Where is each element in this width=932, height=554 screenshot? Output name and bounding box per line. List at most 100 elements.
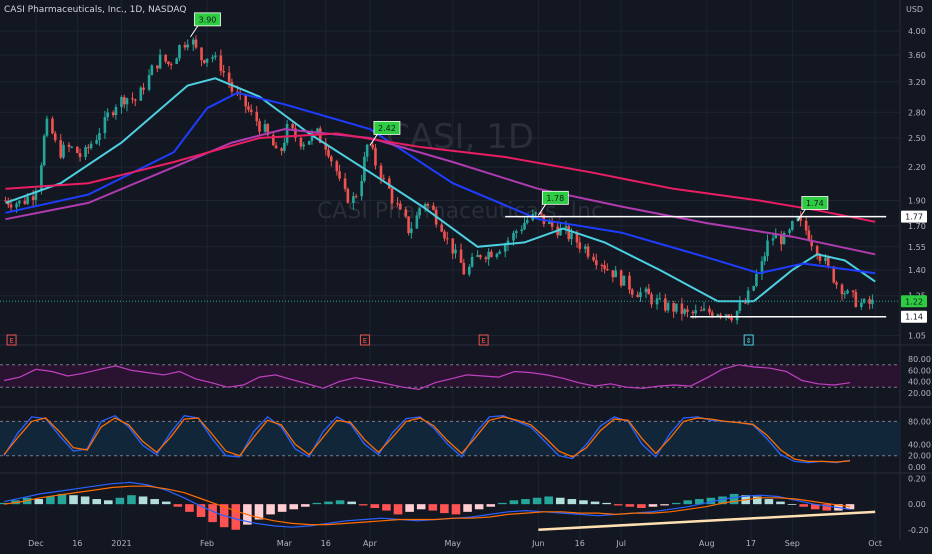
candle-body: [316, 128, 319, 133]
candle-body: [490, 251, 493, 257]
candle-body: [550, 221, 554, 227]
candle-body: [291, 123, 294, 129]
macd-histogram-bar: [301, 504, 310, 507]
macd-line: [3, 481, 851, 528]
callout-pointer: [190, 24, 199, 38]
candle-body: [686, 309, 689, 312]
candle-body: [178, 45, 181, 59]
macd-histogram-bar: [46, 496, 55, 505]
candle-body: [506, 240, 510, 245]
candle-body: [343, 178, 347, 189]
stoch-tick-label: 80.00: [908, 417, 931, 426]
macd-histogram-bar: [428, 504, 438, 511]
price-pane: 3.90 2.42 1.78 1.74 E E E ⇕: [0, 12, 900, 346]
candle-body: [699, 310, 703, 312]
y-tick-label: 2.20: [908, 163, 926, 172]
macd-histogram-bar: [69, 495, 78, 505]
event-marker: [478, 334, 489, 346]
candle-body: [766, 240, 769, 257]
candle-body: [826, 257, 830, 267]
event-marker: [6, 334, 17, 346]
candle-body: [495, 253, 499, 257]
price-tag: [901, 310, 927, 323]
x-tick-label: Sep: [785, 539, 800, 548]
rsi-tick-label: 60.00: [908, 366, 931, 375]
candle-body: [782, 232, 786, 245]
macd-histogram-bar: [544, 496, 553, 505]
candle-body: [51, 118, 54, 134]
macd-signal-line: [3, 485, 851, 526]
candle-body: [283, 142, 286, 151]
macd-histogram-bar: [822, 504, 832, 511]
macd-histogram-bar: [810, 504, 820, 510]
candle-body: [379, 165, 383, 179]
candle-body: [214, 55, 217, 58]
x-tick-label: 16: [72, 539, 82, 548]
candle-body: [628, 275, 631, 290]
macd-histogram-bar: [370, 504, 380, 508]
candle-body: [694, 310, 698, 314]
macd-histogram-bar: [138, 496, 148, 505]
candle-body: [390, 188, 394, 204]
y-tick-label: 2.50: [908, 134, 926, 143]
y-tick-label: 1.40: [908, 266, 926, 275]
callout-pointer: [797, 208, 807, 221]
macd-histogram-bar: [34, 499, 44, 505]
macd-histogram-bar: [127, 495, 136, 505]
candle-body: [410, 228, 413, 234]
macd-histogram-bar: [416, 504, 426, 510]
candle-body: [835, 282, 838, 285]
candle-body: [103, 117, 107, 134]
candle-body: [603, 265, 606, 270]
candle-body: [470, 256, 474, 267]
macd-histogram-bar: [463, 504, 472, 512]
candle-body: [658, 298, 662, 300]
candle-body: [167, 61, 170, 65]
candle-body: [324, 142, 328, 150]
candle-body: [222, 70, 225, 73]
candle-body: [744, 302, 747, 304]
candle-body: [871, 299, 874, 304]
macd-histogram-bar: [671, 502, 681, 505]
candle-body: [503, 244, 507, 252]
candle-body: [139, 87, 143, 101]
candle-body: [843, 293, 847, 295]
candle-body: [854, 291, 858, 307]
candle-body: [752, 285, 755, 291]
price-tag: [901, 295, 927, 308]
macd-histogram-bar: [706, 497, 716, 505]
callout-pointer: [369, 133, 379, 146]
candle-body: [846, 290, 849, 294]
candle-body: [59, 140, 63, 158]
x-tick-label: 2021: [111, 539, 131, 548]
candle-body: [868, 298, 871, 304]
candle-body: [120, 97, 123, 108]
macd-histogram-bar: [185, 504, 194, 512]
macd-histogram-bar: [637, 504, 646, 508]
candle-body: [462, 262, 466, 275]
candle-body: [468, 266, 471, 275]
candle-body: [484, 257, 488, 260]
macd-histogram-bar: [590, 501, 600, 505]
x-tick-label: 16: [575, 539, 585, 548]
candle-body: [860, 302, 863, 307]
candle-body: [365, 144, 369, 157]
macd-histogram-bar: [474, 504, 484, 510]
candle-body: [175, 58, 178, 65]
stoch-tick-label: 0.00: [908, 463, 926, 472]
macd-histogram-bar: [57, 493, 67, 505]
candle-body: [512, 232, 515, 241]
macd-trendline: [538, 510, 876, 532]
event-marker: [359, 334, 370, 346]
candle-body: [680, 303, 684, 314]
macd-histogram-bar: [613, 504, 623, 506]
callout-box: [801, 196, 829, 210]
candle-body: [200, 47, 203, 61]
x-tick-label: May: [444, 539, 461, 548]
candle-body: [133, 99, 137, 101]
candle-body: [158, 54, 162, 69]
candle-body: [611, 270, 615, 278]
candle-body: [415, 215, 419, 229]
candle-body: [371, 144, 374, 148]
candle-body: [636, 294, 640, 298]
